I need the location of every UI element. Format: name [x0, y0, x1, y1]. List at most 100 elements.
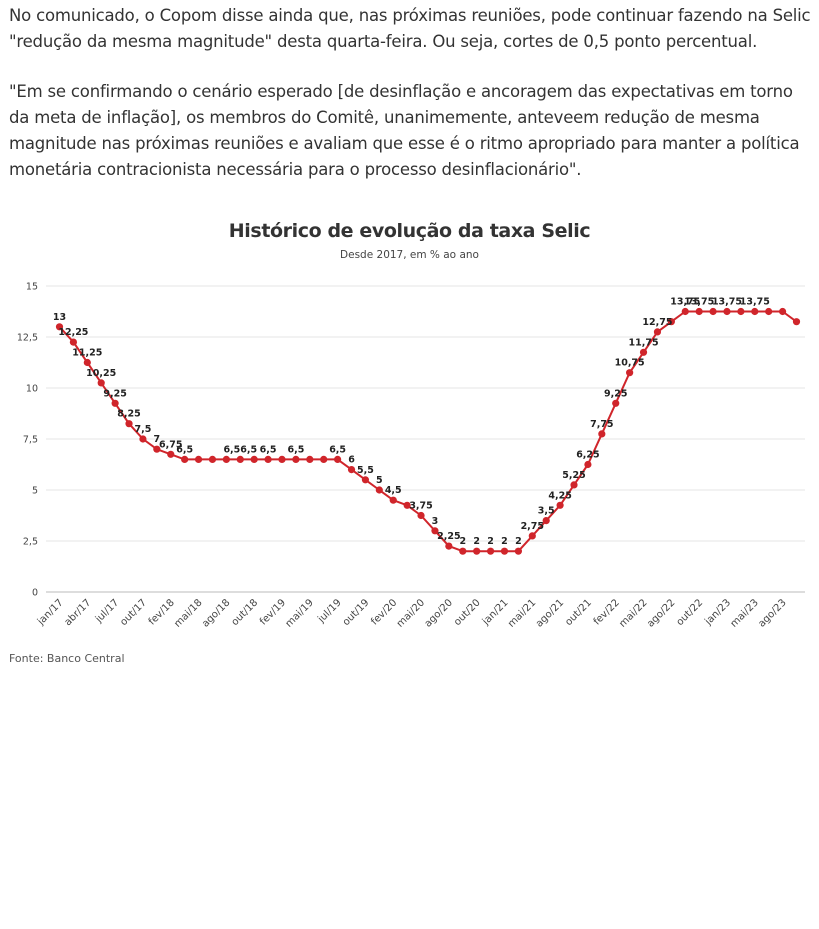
- data-point: [69, 338, 78, 346]
- chart-source: Fonte: Banco Central: [9, 652, 125, 665]
- chart-title: Histórico de evolução da taxa Selic: [228, 220, 591, 242]
- data-point: [222, 455, 230, 463]
- data-point: [751, 307, 759, 316]
- data-point: [695, 307, 703, 316]
- data-point: [737, 307, 745, 316]
- data-label: 5,5: [357, 465, 374, 476]
- data-point: [500, 547, 509, 555]
- data-label: 10,25: [86, 368, 116, 379]
- data-label: 3: [432, 516, 439, 527]
- data-point: [347, 466, 356, 474]
- data-label: 5: [376, 475, 383, 486]
- x-tick-label: mai/20: [395, 597, 427, 629]
- x-tick-label: out/18: [230, 597, 261, 628]
- data-point: [208, 455, 217, 463]
- data-label: 4,25: [548, 490, 571, 501]
- article-paragraph-1: No comunicado, o Copom disse ainda que, …: [9, 6, 811, 51]
- data-point: [181, 455, 189, 463]
- data-point: [445, 542, 453, 550]
- data-point: [570, 481, 578, 489]
- y-tick-label: 15: [26, 282, 38, 293]
- data-label: 6,5: [260, 444, 277, 455]
- chart-subtitle: Desde 2017, em % ao ano: [340, 249, 479, 261]
- x-tick-label: out/19: [341, 597, 372, 628]
- data-point: [153, 445, 161, 453]
- data-label: 12,75: [642, 317, 672, 328]
- y-tick-label: 12,5: [17, 333, 38, 344]
- x-tick-label: out/21: [563, 597, 594, 628]
- x-tick-label: ago/23: [756, 597, 788, 629]
- x-tick-label: mai/23: [729, 597, 761, 629]
- data-point: [681, 307, 689, 316]
- data-point: [431, 527, 439, 535]
- data-label: 6,5: [329, 444, 346, 455]
- data-point: [250, 455, 258, 463]
- x-tick-label: mai/18: [172, 597, 204, 629]
- x-tick-label: abr/17: [63, 597, 94, 628]
- article-text: No comunicado, o Copom disse ainda que, …: [9, 3, 814, 207]
- x-tick-label: ago/18: [200, 597, 232, 629]
- data-label: 5,25: [562, 470, 585, 481]
- data-point: [97, 379, 105, 387]
- data-point: [375, 486, 383, 494]
- x-tick-label: out/20: [452, 597, 483, 628]
- data-point: [83, 358, 91, 367]
- x-tick-label: mai/19: [284, 597, 316, 629]
- y-tick-label: 7,5: [23, 435, 38, 446]
- x-tick-label: out/22: [675, 597, 706, 628]
- data-label: 10,75: [615, 358, 645, 369]
- data-point: [723, 307, 731, 316]
- x-tick-label: ago/20: [423, 597, 455, 629]
- data-point: [194, 455, 203, 463]
- data-point: [765, 307, 773, 316]
- data-point: [278, 455, 286, 463]
- data-point: [139, 435, 147, 443]
- data-label: 6,5: [176, 444, 193, 455]
- data-point: [653, 328, 662, 336]
- data-label: 2: [473, 536, 480, 547]
- data-label: 4,5: [385, 485, 402, 496]
- data-label: 2,25: [437, 531, 460, 542]
- data-label: 9,25: [103, 388, 126, 399]
- data-label: 7: [154, 434, 161, 445]
- x-tick-label: jul/19: [315, 597, 343, 625]
- data-point: [361, 476, 370, 484]
- y-tick-label: 2,5: [23, 537, 38, 548]
- data-label: 6,56,5: [223, 444, 257, 455]
- data-label: 13,75: [740, 297, 770, 308]
- data-point: [792, 318, 801, 326]
- data-point: [667, 318, 675, 326]
- data-label: 9,25: [604, 388, 627, 399]
- data-point: [125, 420, 133, 428]
- data-label: 6,75: [159, 439, 182, 450]
- data-label: 7,75: [590, 419, 613, 430]
- x-tick-label: jan/21: [480, 597, 511, 628]
- x-tick-label: ago/22: [645, 597, 677, 629]
- data-point: [236, 455, 244, 463]
- data-point: [556, 501, 564, 509]
- data-point: [626, 369, 634, 377]
- x-tick-label: jul/17: [93, 597, 121, 625]
- data-point: [292, 455, 300, 463]
- data-label: 13: [53, 312, 66, 323]
- x-tick-label: mai/21: [506, 597, 538, 629]
- data-point: [584, 460, 592, 469]
- data-point: [167, 450, 175, 458]
- y-tick-label: 0: [32, 588, 38, 599]
- data-point: [417, 511, 425, 520]
- data-point: [306, 455, 314, 463]
- data-label: 2: [459, 536, 466, 547]
- data-point: [709, 307, 717, 316]
- data-point: [473, 547, 481, 555]
- data-label: 6,5: [287, 444, 304, 455]
- data-point: [389, 496, 397, 504]
- data-label: 3,5: [538, 506, 555, 517]
- data-label: 3,75: [409, 501, 432, 512]
- data-point: [111, 399, 119, 407]
- article-paragraph-2: "Em se confirmando o cenário esperado [d…: [9, 82, 800, 179]
- data-point: [528, 532, 536, 540]
- data-label: 6,25: [576, 450, 599, 461]
- data-point: [403, 501, 411, 509]
- data-label: 2,75: [521, 521, 544, 532]
